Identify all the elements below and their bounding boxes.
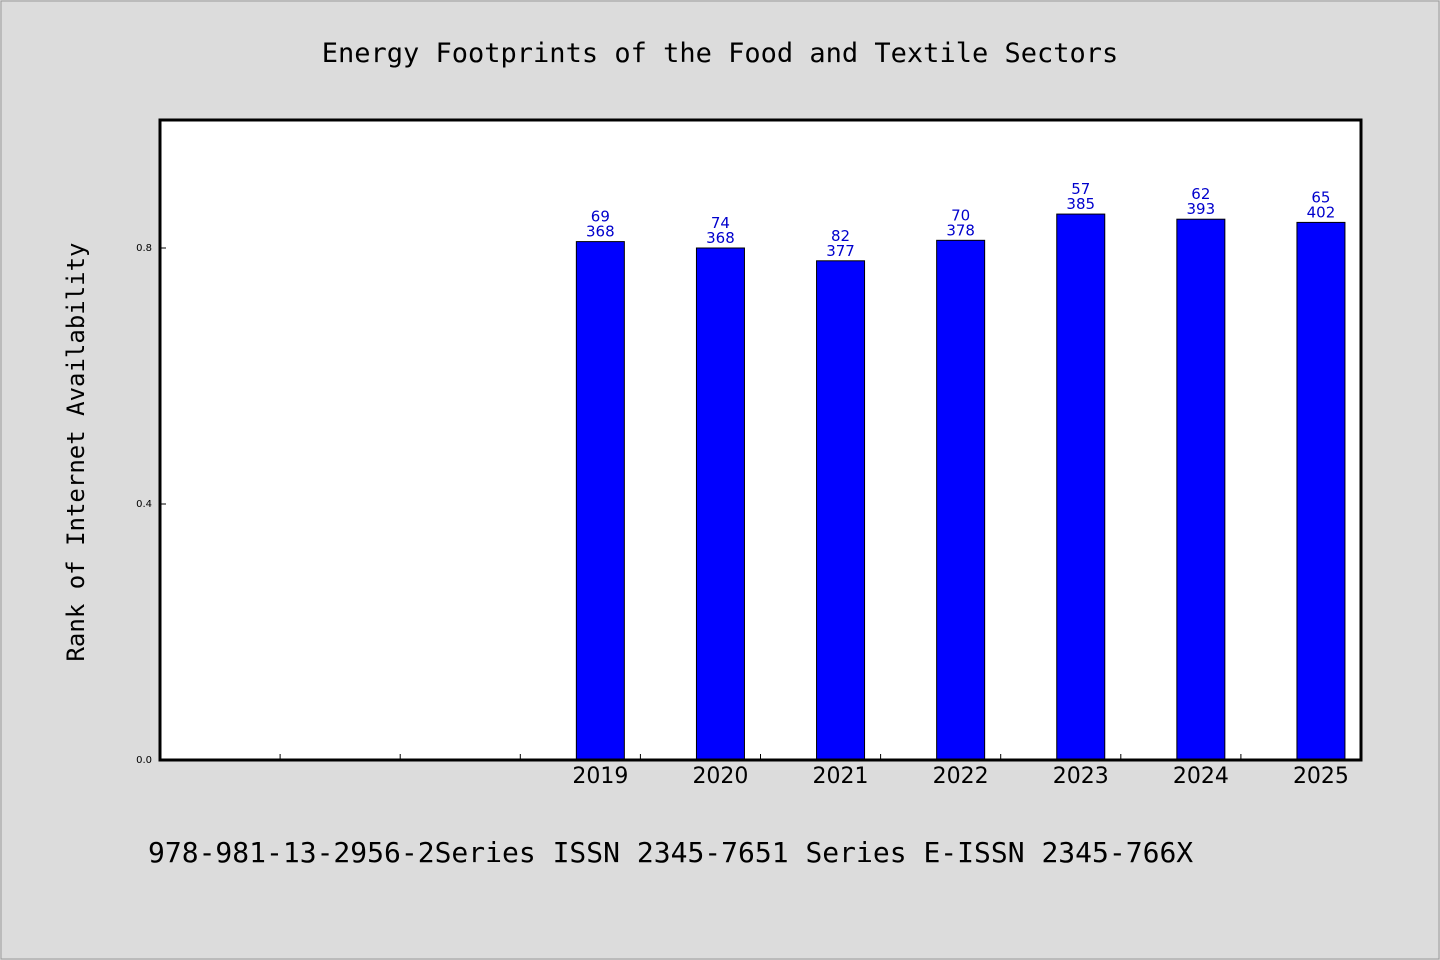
bar xyxy=(816,260,866,761)
data-label-top: 74 xyxy=(711,214,730,232)
x-tick-label: 2023 xyxy=(1053,764,1109,789)
data-label-top: 65 xyxy=(1311,188,1330,206)
plot-area xyxy=(160,120,1361,760)
bar xyxy=(1176,218,1226,761)
x-tick-label: 2020 xyxy=(692,764,748,789)
footer-text: 978-981-13-2956-2Series ISSN 2345-7651 S… xyxy=(148,836,1193,869)
x-tick-label: 2025 xyxy=(1293,764,1349,789)
bar xyxy=(1056,213,1106,761)
x-tick-label: 2019 xyxy=(572,764,628,789)
y-tick-label: 0.8 xyxy=(136,243,152,254)
data-label-bottom: 393 xyxy=(1187,200,1216,218)
chart-marks: 0.00.40.86936820197436820208237720217037… xyxy=(136,180,1349,789)
data-label-bottom: 402 xyxy=(1307,203,1336,221)
x-tick-label: 2021 xyxy=(813,764,869,789)
data-label-bottom: 377 xyxy=(826,242,855,260)
bar xyxy=(575,241,625,761)
data-label-bottom: 368 xyxy=(586,223,615,241)
bar xyxy=(1296,221,1346,761)
data-label-top: 82 xyxy=(831,227,850,245)
data-label-bottom: 368 xyxy=(706,229,735,247)
data-label-bottom: 385 xyxy=(1066,195,1095,213)
bar xyxy=(695,247,745,761)
y-tick-label: 0.4 xyxy=(136,499,152,510)
bar xyxy=(936,239,986,761)
plot-frame xyxy=(158,118,1363,762)
data-label-top: 70 xyxy=(951,206,970,224)
data-label-top: 62 xyxy=(1191,185,1210,203)
x-tick-label: 2024 xyxy=(1173,764,1229,789)
x-tick-label: 2022 xyxy=(933,764,989,789)
data-label-top: 57 xyxy=(1071,180,1090,198)
data-label-top: 69 xyxy=(591,208,610,226)
data-label-bottom: 378 xyxy=(946,221,975,239)
chart-title: Energy Footprints of the Food and Textil… xyxy=(322,38,1119,69)
y-axis-label: Rank of Internet Availability xyxy=(62,242,90,661)
y-tick-label: 0.0 xyxy=(136,755,152,766)
